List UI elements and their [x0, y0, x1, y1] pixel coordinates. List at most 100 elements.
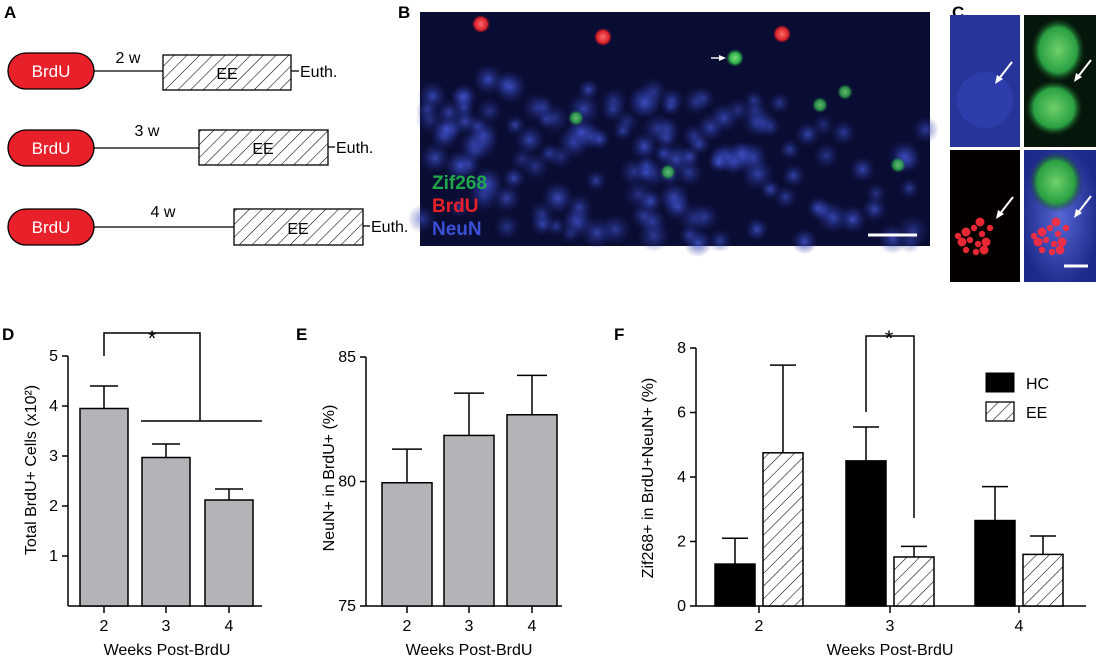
- brdu-punctum: [1038, 246, 1046, 254]
- ee-box: [162, 54, 292, 91]
- panel-e-chart: E 75 80 85 2 3 4 NeuN+ in BrdU+ (%) Weeks Pos…: [296, 325, 562, 659]
- brdu-punctum: [1033, 237, 1043, 247]
- schematic-row-4w: BrdU 4 w EE Euth.: [7, 204, 408, 246]
- brdu-punctum: [978, 230, 986, 238]
- interval-label: 3 w: [135, 123, 160, 140]
- brdu-punctum: [957, 237, 967, 247]
- neun-cell: [541, 182, 574, 214]
- brdu-pill-label: BrdU: [32, 218, 71, 237]
- arrow-head-icon: [1074, 209, 1082, 218]
- brdu-punctum: [975, 217, 985, 227]
- neun-cell: [663, 192, 692, 221]
- y-tick-label: 2: [677, 534, 686, 551]
- neun-cell: [493, 213, 520, 240]
- ee-box: [233, 208, 364, 246]
- y-tick-label: 80: [338, 474, 356, 491]
- y-tick-label: 2: [49, 498, 58, 515]
- euth-label: Euth.: [336, 140, 373, 157]
- neun-cell: [795, 121, 821, 147]
- neun-cell: [745, 217, 769, 241]
- neun-cell: [492, 184, 521, 213]
- x-tick-label: 4: [528, 618, 537, 635]
- neun-cell: [585, 170, 607, 192]
- brdu-punctum: [1048, 248, 1056, 256]
- zif268-cell: [660, 164, 676, 180]
- y-tick-label: 5: [49, 348, 58, 365]
- arrow-icon: [1076, 195, 1092, 215]
- neun-cell: [504, 115, 526, 136]
- arrow-head-icon: [719, 55, 726, 61]
- brdu-cell: [594, 28, 612, 46]
- y-tick-label: 6: [677, 405, 686, 422]
- neun-cell: [760, 116, 781, 138]
- neun-cell: [660, 96, 681, 116]
- arrow-head-icon: [996, 210, 1004, 219]
- brdu-punctum: [1050, 240, 1058, 248]
- arrow-head-icon: [1074, 73, 1082, 82]
- stain-label-zif268: Zif268: [432, 173, 487, 194]
- neuron-cell-layer: [407, 15, 939, 258]
- legend-label-ee: EE: [1026, 405, 1047, 422]
- y-axis-label: Zif268+ in BrdU+NeuN+ (%): [640, 378, 657, 579]
- x-axis-label: Weeks Post-BrdU: [827, 642, 954, 659]
- bar: [79, 407, 129, 607]
- x-tick-label: 4: [1015, 618, 1024, 635]
- chart-neun-in-brdu: 75 80 85 2 3 4: [338, 349, 562, 635]
- significance-bracket: [103, 332, 201, 421]
- brdu-punctum: [1037, 227, 1047, 237]
- brdu-punctum: [981, 237, 991, 247]
- y-tick-label: 85: [338, 349, 356, 366]
- brdu-punctum: [974, 240, 982, 248]
- neun-cell: [623, 179, 655, 211]
- neun-cell: [444, 149, 476, 182]
- merge-zif-cell: [1029, 152, 1083, 212]
- legend-label-hc: HC: [1026, 376, 1049, 393]
- brdu-punctum: [1062, 224, 1070, 232]
- neun-cell: [420, 142, 450, 173]
- channel-brdu: [950, 150, 1020, 282]
- neun-cell: [791, 228, 818, 255]
- neun-cell: [637, 219, 670, 252]
- stain-label-brdu: BrdU: [432, 196, 478, 217]
- neun-cell: [781, 164, 806, 188]
- neun-cell: [743, 89, 764, 110]
- arrow-icon: [997, 61, 1013, 81]
- neun-cell: [407, 204, 437, 234]
- arrow-icon: [998, 196, 1014, 216]
- y-tick-label: 8: [677, 340, 686, 357]
- x-tick-label: 4: [225, 618, 234, 635]
- zif268-cell: [812, 97, 828, 113]
- bar: [381, 481, 433, 607]
- y-tick-label: 3: [49, 448, 58, 465]
- bar: [204, 499, 254, 607]
- panel-c-channels: C: [950, 3, 1096, 282]
- neun-cell: [899, 178, 920, 199]
- neun-cell: [861, 196, 887, 222]
- neun-cell: [831, 120, 856, 145]
- x-axis-label: Weeks Post-BrdU: [406, 642, 533, 659]
- neun-cell: [450, 85, 473, 108]
- zif268-cell: [890, 157, 906, 173]
- zif-cell: [1025, 80, 1083, 136]
- neun-cell: [682, 88, 709, 116]
- x-axis-label: Weeks Post-BrdU: [104, 642, 231, 659]
- c-arrow-heads: [995, 73, 1082, 219]
- double-labeled-cell: [726, 49, 744, 67]
- neun-cell: [674, 158, 704, 187]
- y-tick-label: 4: [49, 398, 58, 415]
- panel-b-micrograph: B Zif268 BrdU NeuN: [398, 3, 939, 258]
- panel-a-schematic: A BrdU 2 w EE Euth. BrdU 3 w EE Euth. Br: [4, 3, 408, 246]
- bar-hc: [845, 460, 887, 607]
- ee-box: [198, 129, 329, 166]
- y-axis-label: Total BrdU+ Cells (x10²): [23, 385, 40, 555]
- ee-box-label: EE: [287, 221, 308, 238]
- brdu-punctum: [986, 224, 994, 232]
- x-tick-label: 3: [886, 618, 895, 635]
- ee-box-label: EE: [216, 66, 237, 83]
- zif-cell: [1031, 18, 1085, 82]
- bar-ee: [762, 452, 804, 607]
- neun-cell: [912, 116, 939, 143]
- brdu-puncta: [954, 217, 994, 256]
- zif268-cell: [568, 110, 584, 126]
